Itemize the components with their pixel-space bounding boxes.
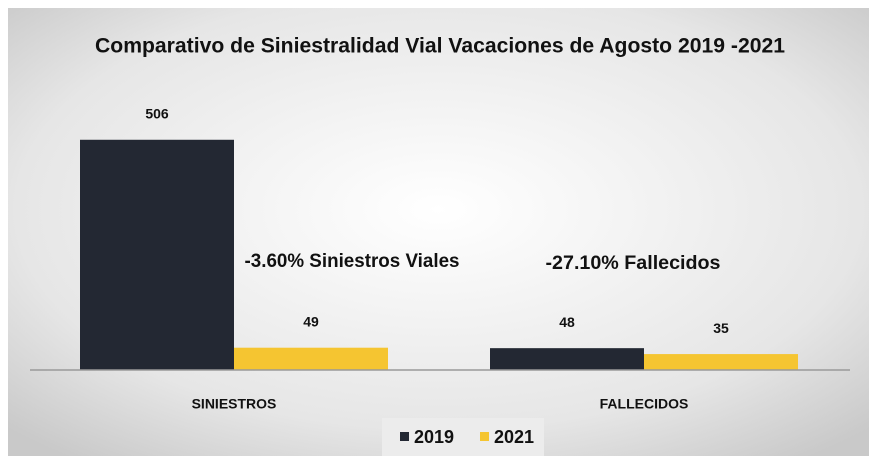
legend-swatch <box>400 432 409 441</box>
bar <box>80 139 234 370</box>
data-label: 49 <box>303 313 319 329</box>
bar <box>234 347 388 370</box>
legend-label: 2019 <box>414 427 454 447</box>
data-label: 48 <box>559 314 575 330</box>
annotation: -27.10% Fallecidos <box>546 253 721 274</box>
data-label: 506 <box>145 105 169 121</box>
legend-swatch <box>480 432 489 441</box>
data-label: 35 <box>713 320 729 336</box>
annotation: -3.60% Siniestros Viales <box>245 251 460 272</box>
chart-title: Comparativo de Siniestralidad Vial Vacac… <box>95 35 785 58</box>
bar <box>644 354 798 370</box>
x-tick-label: FALLECIDOS <box>600 396 689 412</box>
bar <box>490 348 644 370</box>
x-tick-label: SINIESTROS <box>192 396 277 412</box>
legend-label: 2021 <box>494 427 534 447</box>
